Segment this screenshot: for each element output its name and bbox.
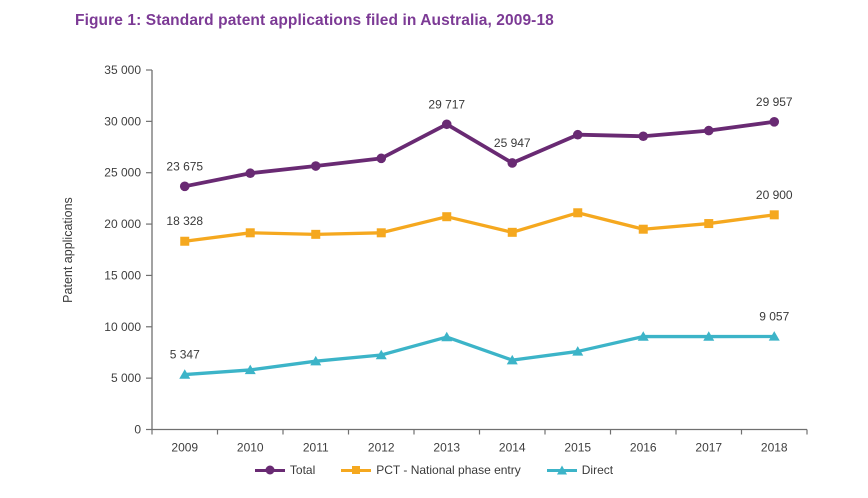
data-point-direct-2018: [768, 331, 780, 341]
data-point-pct-national-phase-entry-2011: [311, 229, 321, 239]
x-tick-label-2014: 2014: [499, 441, 526, 455]
data-point-total-2018: [769, 116, 780, 127]
data-label-total-2018: 29 957: [756, 95, 793, 109]
legend-label-total: Total: [289, 463, 316, 477]
data-point-direct-2016: [637, 331, 649, 341]
data-point-total-2012: [376, 153, 387, 164]
y-tick-label-30000: 30 000: [104, 114, 141, 128]
x-tick-label-2012: 2012: [368, 441, 395, 455]
series-line-pct-national-phase-entry: [183, 211, 776, 243]
triangle-marker-icon: [556, 465, 567, 475]
y-tick-label-25000: 25 000: [104, 166, 141, 180]
data-point-pct-national-phase-entry-2012: [376, 228, 386, 238]
data-point-total-2010: [245, 168, 256, 179]
legend-label-pct: PCT - National phase entry: [376, 463, 521, 477]
data-point-pct-national-phase-entry-2014: [507, 227, 517, 237]
x-tick-label-2009: 2009: [171, 441, 198, 455]
data-point-total-2017: [703, 125, 714, 136]
data-point-total-2013: [441, 119, 452, 130]
data-point-pct-national-phase-entry-2013: [442, 212, 452, 222]
data-point-direct-2013: [441, 331, 453, 342]
y-tick-label-5000: 5 000: [111, 371, 141, 385]
data-point-pct-national-phase-entry-2009: [180, 236, 190, 246]
data-label-direct-2009: 5 347: [170, 348, 200, 362]
data-point-pct-national-phase-entry-2015: [573, 208, 583, 218]
y-tick-label-10000: 10 000: [104, 320, 141, 334]
figure-title: Figure 1: Standard patent applications f…: [75, 12, 554, 29]
x-tick-label-2011: 2011: [303, 441, 329, 455]
legend: Total PCT - National phase entry Direct: [0, 463, 868, 477]
y-tick-label-0: 0: [134, 423, 141, 437]
legend-item-direct: Direct: [546, 463, 614, 477]
legend-swatch-direct: [546, 465, 577, 476]
data-point-direct-2009: [179, 369, 191, 379]
data-label-pct-national-phase-entry-2018: 20 900: [756, 188, 793, 202]
data-point-direct-2011: [310, 355, 322, 366]
x-tick-label-2016: 2016: [630, 441, 657, 455]
series-line-direct: [183, 334, 776, 377]
y-tick-label-35000: 35 000: [104, 63, 141, 77]
legend-label-direct: Direct: [581, 463, 614, 477]
data-label-total-2009: 23 675: [166, 159, 203, 173]
data-point-pct-national-phase-entry-2018: [769, 210, 779, 220]
x-tick-label-2013: 2013: [433, 441, 460, 455]
data-label-total-2014: 25 947: [494, 136, 531, 150]
legend-item-pct: PCT - National phase entry: [341, 463, 521, 477]
series-line-total: [182, 119, 777, 189]
y-tick-label-20000: 20 000: [104, 217, 141, 231]
legend-swatch-pct: [341, 465, 372, 476]
data-point-direct-2015: [572, 346, 584, 356]
data-label-total-2013: 29 717: [428, 97, 465, 111]
data-label-pct-national-phase-entry-2009: 18 328: [166, 214, 203, 228]
data-point-total-2016: [638, 131, 649, 142]
data-point-pct-national-phase-entry-2016: [638, 224, 648, 234]
data-point-direct-2014: [506, 354, 518, 365]
legend-item-total: Total: [254, 463, 316, 477]
data-point-total-2011: [310, 161, 321, 171]
data-point-direct-2012: [375, 349, 387, 360]
circle-marker-icon: [265, 465, 275, 475]
data-point-total-2015: [572, 129, 583, 140]
data-point-direct-2010: [244, 364, 256, 375]
data-point-total-2009: [179, 181, 190, 192]
square-marker-icon: [352, 466, 361, 474]
x-tick-label-2018: 2018: [761, 441, 788, 455]
data-label-direct-2018: 9 057: [759, 309, 789, 323]
data-point-pct-national-phase-entry-2017: [704, 219, 714, 229]
x-tick-label-2015: 2015: [564, 441, 591, 455]
x-tick-label-2010: 2010: [237, 441, 264, 455]
x-tick-label-2017: 2017: [695, 441, 722, 455]
y-tick-label-15000: 15 000: [104, 268, 141, 282]
data-point-direct-2017: [703, 331, 715, 341]
data-point-pct-national-phase-entry-2010: [245, 228, 255, 238]
data-point-total-2014: [507, 158, 518, 168]
legend-swatch-total: [254, 465, 285, 476]
